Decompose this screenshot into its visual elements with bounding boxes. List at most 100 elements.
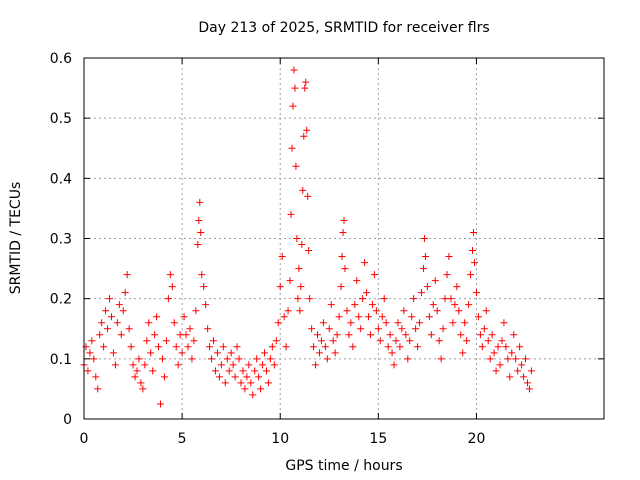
- data-point: [441, 295, 449, 303]
- data-point: [488, 331, 496, 339]
- data-point: [308, 325, 316, 333]
- data-point: [145, 319, 153, 327]
- data-point: [506, 373, 514, 381]
- data-point: [139, 385, 147, 393]
- data-point: [104, 325, 112, 333]
- data-point: [486, 355, 494, 363]
- data-point: [137, 379, 145, 387]
- data-point: [237, 379, 245, 387]
- data-point: [194, 241, 202, 249]
- data-point: [278, 253, 286, 261]
- data-point: [296, 307, 304, 315]
- data-point: [84, 367, 92, 375]
- data-point: [429, 301, 437, 309]
- data-point: [338, 253, 346, 261]
- data-point: [341, 265, 349, 273]
- y-tick-label: 0.5: [50, 111, 72, 127]
- data-point: [327, 301, 335, 309]
- data-point: [449, 319, 457, 327]
- data-point: [384, 343, 392, 351]
- data-point: [206, 343, 214, 351]
- data-point: [310, 343, 318, 351]
- data-point: [447, 295, 455, 303]
- data-point: [88, 337, 96, 345]
- data-point: [192, 307, 200, 315]
- data-point: [340, 216, 348, 224]
- data-point: [301, 84, 309, 92]
- data-point: [184, 343, 192, 351]
- data-point: [284, 307, 292, 315]
- data-point: [463, 337, 471, 345]
- data-point: [480, 325, 488, 333]
- data-point: [155, 343, 163, 351]
- data-point: [259, 361, 267, 369]
- data-point: [437, 355, 445, 363]
- data-point: [396, 343, 404, 351]
- data-point: [102, 307, 110, 315]
- data-point: [94, 385, 102, 393]
- data-point: [325, 325, 333, 333]
- data-point: [131, 373, 139, 381]
- data-point: [508, 349, 516, 357]
- data-point: [445, 253, 453, 261]
- data-point: [347, 319, 355, 327]
- data-point: [337, 283, 345, 291]
- data-point: [522, 355, 530, 363]
- data-point: [520, 373, 528, 381]
- y-tick-label: 0.2: [50, 292, 72, 308]
- axis-ticks: [83, 57, 604, 420]
- data-point: [402, 331, 410, 339]
- data-point: [435, 337, 443, 345]
- data-point: [421, 253, 429, 261]
- data-point: [357, 325, 365, 333]
- data-point: [202, 301, 210, 309]
- data-point: [133, 367, 141, 375]
- data-point: [268, 343, 276, 351]
- data-point: [382, 319, 390, 327]
- data-point: [523, 379, 531, 387]
- data-point: [353, 277, 361, 285]
- data-point: [412, 325, 420, 333]
- grid-lines: [84, 58, 604, 419]
- data-point: [470, 228, 478, 236]
- data-point: [363, 289, 371, 297]
- data-point: [274, 319, 282, 327]
- data-point: [158, 355, 166, 363]
- data-point: [164, 295, 172, 303]
- data-point: [239, 367, 247, 375]
- data-point: [127, 343, 135, 351]
- data-point: [106, 295, 114, 303]
- data-point: [510, 331, 518, 339]
- data-point: [351, 301, 359, 309]
- data-point: [304, 192, 312, 200]
- data-point: [111, 361, 119, 369]
- data-point: [512, 355, 520, 363]
- x-tick-labels: 0 5 10 15 20: [80, 431, 486, 447]
- data-point: [423, 283, 431, 291]
- data-point: [157, 400, 165, 408]
- data-point: [182, 331, 190, 339]
- data-point: [472, 289, 480, 297]
- data-point: [117, 331, 125, 339]
- data-point: [174, 361, 182, 369]
- data-point: [153, 313, 161, 321]
- data-point: [410, 295, 418, 303]
- data-point: [451, 301, 459, 309]
- data-point: [484, 337, 492, 345]
- x-tick-label: 20: [468, 431, 486, 447]
- data-point: [368, 301, 376, 309]
- data-point: [213, 349, 221, 357]
- data-point: [398, 325, 406, 333]
- data-point: [335, 313, 343, 321]
- data-point: [288, 144, 296, 152]
- data-point: [287, 210, 295, 218]
- data-point: [425, 313, 433, 321]
- data-point: [469, 247, 477, 255]
- y-axis-title: SRMTID / TECUs: [8, 182, 24, 295]
- data-point: [516, 343, 524, 351]
- data-point: [394, 319, 402, 327]
- data-point: [282, 343, 290, 351]
- x-tick-label: 5: [178, 431, 187, 447]
- data-point: [390, 361, 398, 369]
- data-point: [290, 66, 298, 74]
